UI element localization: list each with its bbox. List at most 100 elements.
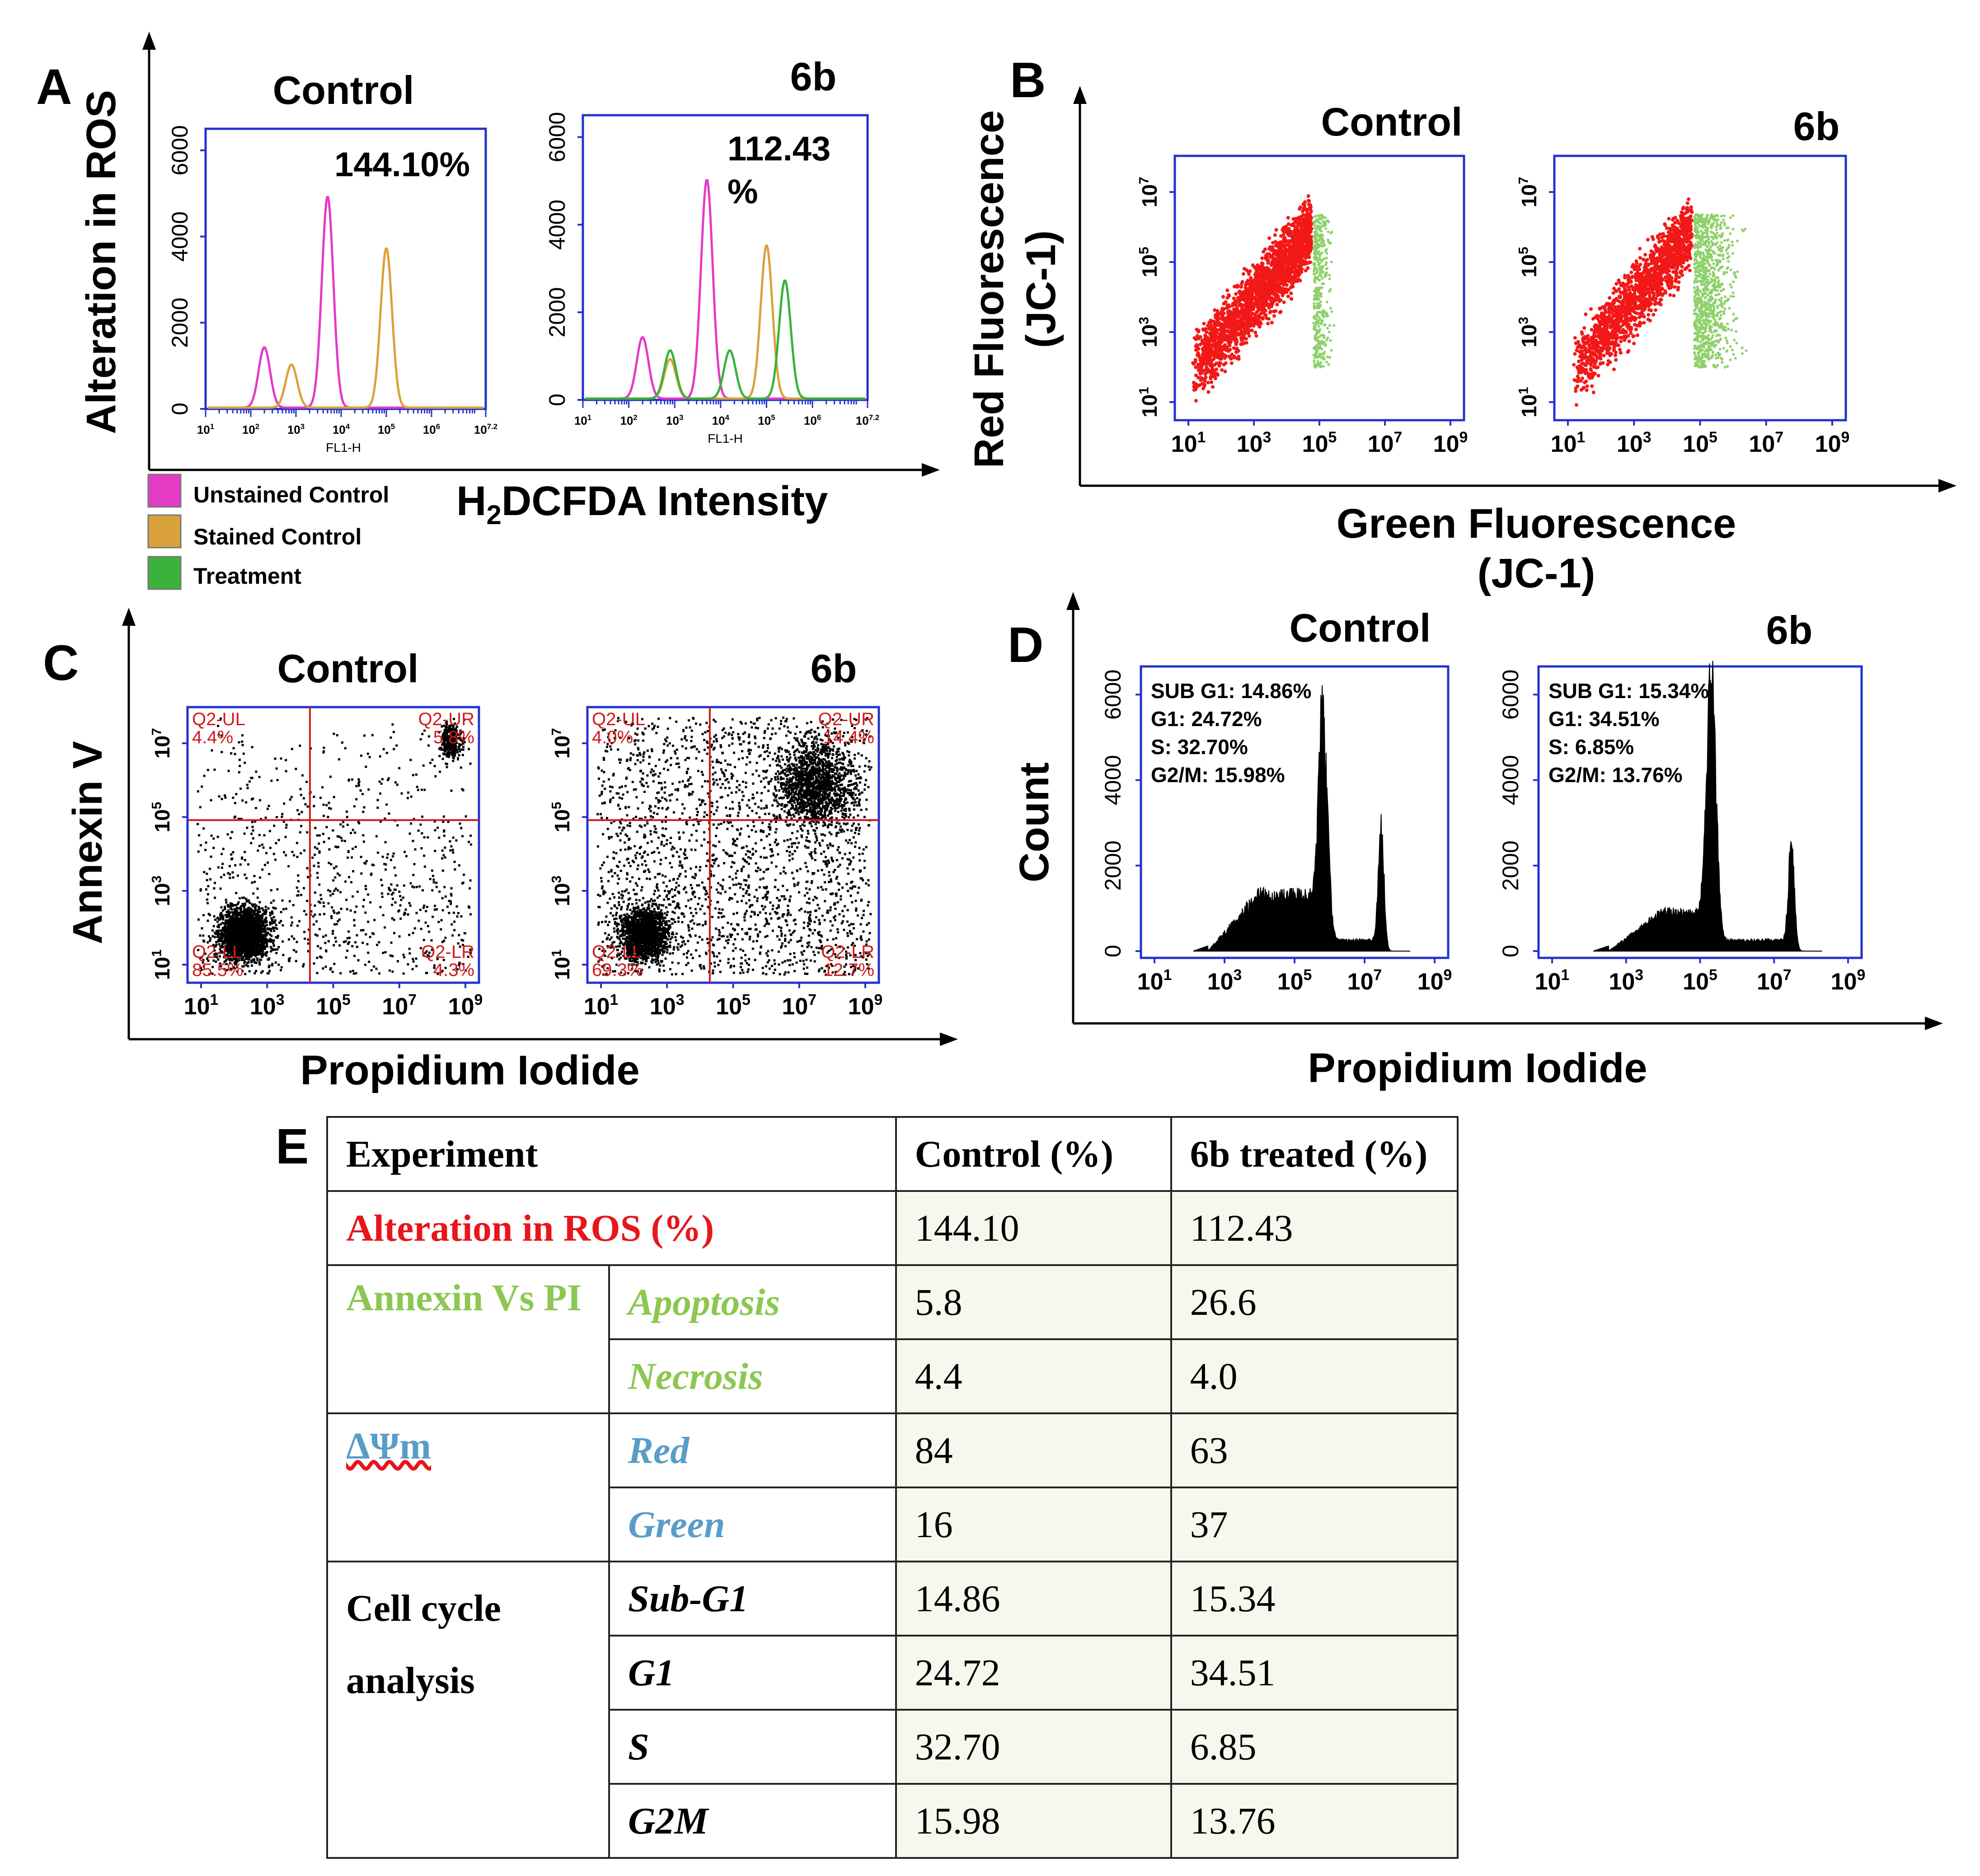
a2-frame <box>582 114 869 401</box>
green-event-dot <box>1323 275 1326 278</box>
green-event-dot <box>1702 342 1705 345</box>
green-event-dot <box>1735 342 1738 345</box>
green-event-dot <box>1726 252 1729 255</box>
red-event-dot <box>1194 373 1198 377</box>
red-event-dot <box>1275 258 1278 261</box>
green-event-dot <box>1312 321 1315 324</box>
red-event-dot <box>1266 258 1269 262</box>
green-event-dot <box>1697 274 1700 277</box>
red-event-dot <box>1297 265 1301 269</box>
green-event-dot <box>1693 286 1696 289</box>
green-event-dot <box>1723 295 1727 298</box>
legend-swatch-unstained <box>147 474 182 508</box>
green-event-dot <box>1319 322 1323 325</box>
green-event-dot <box>1705 303 1708 306</box>
red-event-dot <box>1608 314 1611 318</box>
red-event-dot <box>1581 361 1586 366</box>
green-event-dot <box>1329 307 1332 310</box>
red-event-dot <box>1689 241 1693 245</box>
red-event-dot <box>1209 354 1213 358</box>
red-event-dot <box>1206 390 1211 394</box>
red-event-dot <box>1221 295 1225 299</box>
green-event-dot <box>1322 220 1325 223</box>
green-event-dot <box>1711 315 1714 319</box>
green-event-dot <box>1328 356 1331 359</box>
green-event-dot <box>1713 218 1717 221</box>
red-event-dot <box>1232 356 1236 360</box>
red-event-dot <box>1234 350 1239 354</box>
green-event-dot <box>1696 249 1699 253</box>
red-event-dot <box>1205 330 1209 334</box>
green-event-dot <box>1729 216 1732 219</box>
red-event-dot <box>1234 342 1238 347</box>
green-event-dot <box>1319 222 1322 225</box>
red-event-dot <box>1606 359 1610 363</box>
red-event-dot <box>1202 322 1206 326</box>
green-event-dot <box>1726 323 1729 326</box>
red-event-dot <box>1224 300 1228 304</box>
panel-b: B Red Fluorescence (JC-1) Green Fluoresc… <box>966 52 1957 596</box>
red-event-dot <box>1228 343 1232 347</box>
green-event-dot <box>1717 352 1720 355</box>
red-event-dot <box>1632 334 1636 338</box>
y-tick-label: 2000 <box>167 298 192 348</box>
green-event-dot <box>1316 311 1319 314</box>
red-event-dot <box>1600 347 1605 351</box>
green-event-dot <box>1320 357 1323 360</box>
green-event-dot <box>1318 288 1321 291</box>
green-event-dot <box>1717 356 1719 359</box>
red-event-dot <box>1598 362 1602 366</box>
green-event-dot <box>1314 348 1318 351</box>
red-event-dot <box>1272 258 1276 262</box>
red-event-dot <box>1245 290 1249 294</box>
red-event-dot <box>1224 355 1228 359</box>
red-event-dot <box>1633 267 1637 272</box>
red-event-dot <box>1220 313 1225 317</box>
green-event-dot <box>1316 302 1319 305</box>
green-event-dot <box>1326 314 1329 318</box>
red-event-dot <box>1279 256 1283 260</box>
green-event-dot <box>1704 295 1708 299</box>
red-event-dot <box>1253 330 1257 334</box>
red-event-dot <box>1219 348 1223 352</box>
panel-a: A Alteration in ROS H2DCFDA Intensity Co… <box>36 32 940 590</box>
green-event-dot <box>1693 216 1696 219</box>
green-event-dot <box>1744 228 1747 230</box>
red-event-dot <box>1208 363 1212 367</box>
green-event-dot <box>1722 310 1725 313</box>
green-event-dot <box>1323 257 1326 260</box>
green-event-dot <box>1696 359 1699 361</box>
green-event-dot <box>1327 240 1330 244</box>
red-event-dot <box>1574 341 1578 345</box>
a1-unstained-curve <box>208 196 483 409</box>
legend-label-unstained: Unstained Control <box>193 482 389 507</box>
green-event-dot <box>1732 353 1735 356</box>
green-event-dot <box>1323 351 1326 354</box>
green-event-dot <box>1313 305 1316 308</box>
red-event-dot <box>1199 378 1203 382</box>
green-event-dot <box>1728 307 1731 310</box>
green-event-dot <box>1315 271 1318 274</box>
green-event-dot <box>1729 345 1732 348</box>
green-event-dot <box>1719 223 1722 226</box>
b2-scatter <box>1572 197 1748 407</box>
red-event-dot <box>1289 291 1293 295</box>
green-event-dot <box>1324 272 1327 276</box>
red-event-dot <box>1281 270 1286 274</box>
red-event-dot <box>1195 365 1199 369</box>
red-event-dot <box>1673 285 1677 289</box>
green-event-dot <box>1729 283 1732 286</box>
red-event-dot <box>1580 330 1584 334</box>
green-event-dot <box>1320 238 1323 241</box>
green-event-dot <box>1723 239 1726 242</box>
red-event-dot <box>1577 359 1581 363</box>
green-event-dot <box>1709 328 1713 332</box>
red-event-dot <box>1590 384 1594 388</box>
red-event-dot <box>1282 289 1286 293</box>
green-event-dot <box>1315 247 1318 250</box>
green-event-dot <box>1314 266 1317 269</box>
red-event-dot <box>1229 310 1233 314</box>
red-event-dot <box>1203 372 1207 376</box>
green-event-dot <box>1328 330 1331 333</box>
green-event-dot <box>1328 290 1331 293</box>
